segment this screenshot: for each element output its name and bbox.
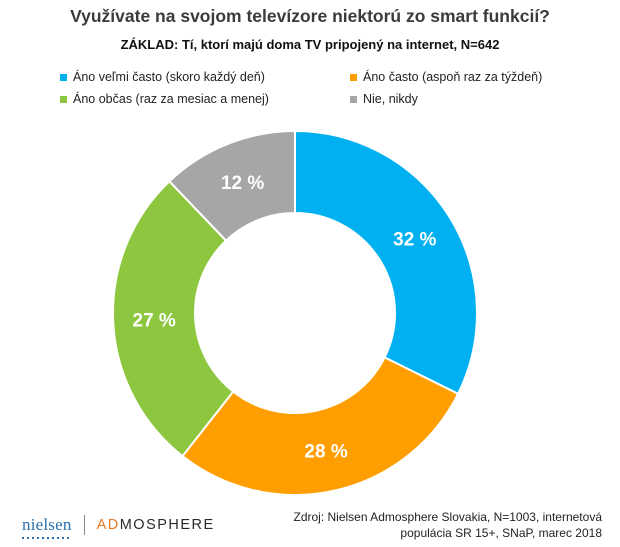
donut-slice-very-often — [294, 129, 478, 396]
chart-subtitle: ZÁKLAD: Tí, ktorí majú doma TV pripojený… — [120, 37, 500, 52]
source-note: Zdroj: Nielsen Admosphere Slovakia, N=10… — [262, 509, 602, 541]
admosphere-logo: ADMOSPHERE — [97, 517, 215, 533]
legend-swatch-often — [350, 73, 357, 81]
legend-item-often: Áno často (aspoň raz za týždeň) — [350, 70, 580, 84]
admosphere-logo-rest: MOSPHERE — [119, 517, 215, 533]
donut-label-sometimes: 27 % — [133, 311, 176, 332]
legend-swatch-very-often — [60, 73, 67, 81]
donut-label-often: 28 % — [304, 442, 347, 463]
legend: Áno veľmi často (skoro každý deň) Áno ča… — [60, 70, 580, 106]
nielsen-logo-text: nielsen — [22, 515, 72, 534]
nielsen-logo: nielsen — [22, 515, 72, 539]
source-line-1: Zdroj: Nielsen Admosphere Slovakia, N=10… — [293, 510, 602, 524]
logo-separator — [83, 515, 85, 535]
legend-label-often: Áno často (aspoň raz za týždeň) — [363, 70, 543, 84]
legend-swatch-sometimes — [60, 95, 67, 103]
donut-slice-often — [181, 356, 460, 496]
legend-swatch-never — [350, 95, 357, 103]
admosphere-logo-accent: AD — [96, 517, 120, 533]
donut-slice-never — [167, 129, 296, 243]
legend-label-sometimes: Áno občas (raz za mesiac a menej) — [73, 92, 269, 106]
donut-label-never: 12 % — [221, 173, 264, 194]
chart-title: Využívate na svojom televízore niektorú … — [70, 6, 550, 26]
donut-label-very-often: 32 % — [393, 230, 436, 251]
legend-label-very-often: Áno veľmi často (skoro každý deň) — [73, 70, 265, 84]
source-line-2: populácia SR 15+, SNaP, marec 2018 — [400, 526, 602, 540]
legend-item-sometimes: Áno občas (raz za mesiac a menej) — [60, 92, 350, 106]
footer-logos: nielsen ADMOSPHERE — [22, 515, 215, 539]
donut-slice-sometimes — [112, 179, 235, 458]
legend-item-never: Nie, nikdy — [350, 92, 580, 106]
nielsen-logo-dots — [22, 537, 72, 539]
legend-label-never: Nie, nikdy — [363, 92, 418, 106]
legend-item-very-often: Áno veľmi často (skoro každý deň) — [60, 70, 350, 84]
